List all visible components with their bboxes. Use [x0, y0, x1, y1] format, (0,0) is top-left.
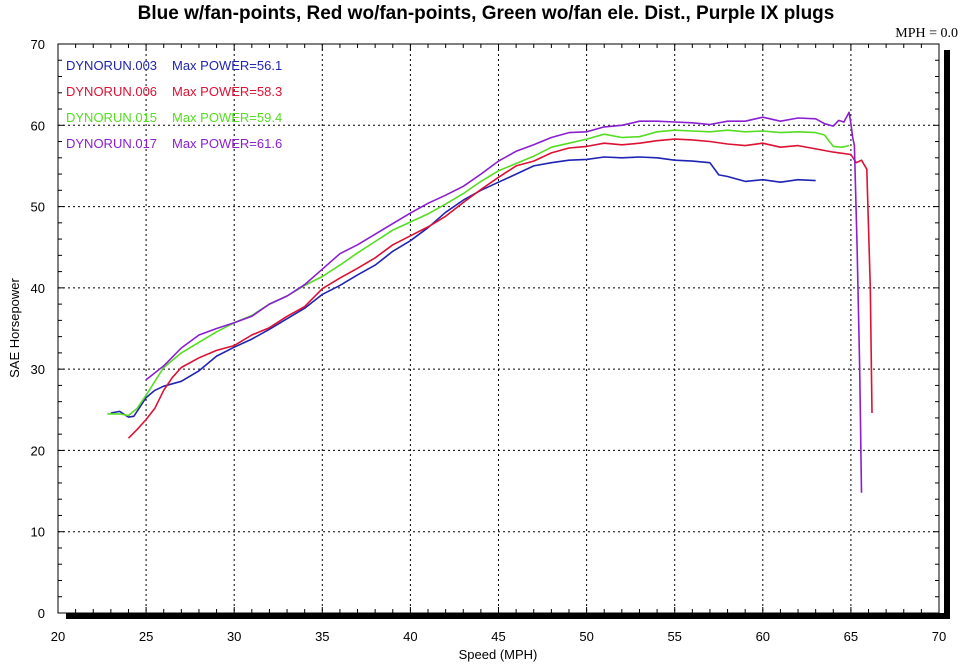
legend-entry-max-power: Max POWER=58.3 [172, 84, 282, 99]
legend: DYNORUN.003 Max POWER=56.1 DYNORUN.006 Max … [66, 58, 282, 151]
legend-entry-name: DYNORUN.015 [66, 110, 157, 125]
legend-entry-name: DYNORUN.017 [66, 136, 157, 151]
legend-entry-max-power: Max POWER=56.1 [172, 58, 282, 73]
gridlines [58, 44, 939, 613]
legend-entry-max-power: Max POWER=59.4 [172, 110, 282, 125]
series-line-dynorun-006 [127, 138, 873, 439]
x-tick-label: 50 [579, 629, 593, 644]
x-tick-label: 55 [667, 629, 681, 644]
x-tick-label: 65 [844, 629, 858, 644]
x-tick-label: 35 [315, 629, 329, 644]
legend-entry-name: DYNORUN.006 [66, 84, 157, 99]
mph-readout: MPH = 0.0 [895, 26, 958, 41]
x-tick-label: 60 [756, 629, 770, 644]
frame-shadow-bottom [66, 613, 950, 619]
series-line-dynorun-015 [107, 129, 850, 417]
frame-shadow-right [944, 50, 950, 619]
y-tick-label: 0 [38, 606, 45, 621]
y-tick-label: 50 [31, 200, 45, 215]
y-tick-label: 30 [31, 362, 45, 377]
x-axis-label: Speed (MPH) [459, 647, 538, 662]
x-tick-label: 70 [932, 629, 946, 644]
plot-area [57, 43, 940, 614]
series-lines [107, 111, 873, 493]
y-tick-label: 60 [31, 118, 45, 133]
axis-ticks [57, 43, 940, 614]
y-tick-label: 10 [31, 525, 45, 540]
y-tick-label: 20 [31, 443, 45, 458]
legend-entry-name: DYNORUN.003 [66, 58, 157, 73]
x-tick-label: 45 [491, 629, 505, 644]
y-tick-labels: 0 10 20 30 40 50 60 70 [31, 37, 45, 621]
chart-title: Blue w/fan-points, Red wo/fan-points, Gr… [138, 3, 835, 24]
x-tick-label: 20 [51, 629, 65, 644]
y-tick-label: 70 [31, 37, 45, 52]
legend-entry-max-power: Max POWER=61.6 [172, 136, 282, 151]
x-tick-label: 30 [227, 629, 241, 644]
series-line-dynorun-017 [145, 111, 863, 493]
x-tick-label: 25 [139, 629, 153, 644]
y-tick-label: 40 [31, 281, 45, 296]
x-tick-labels: 20 25 30 35 40 45 50 55 60 65 70 [51, 629, 946, 644]
x-tick-label: 40 [403, 629, 417, 644]
y-axis-label: SAE Horsepower [7, 277, 22, 377]
series-line-dynorun-003 [110, 156, 816, 418]
